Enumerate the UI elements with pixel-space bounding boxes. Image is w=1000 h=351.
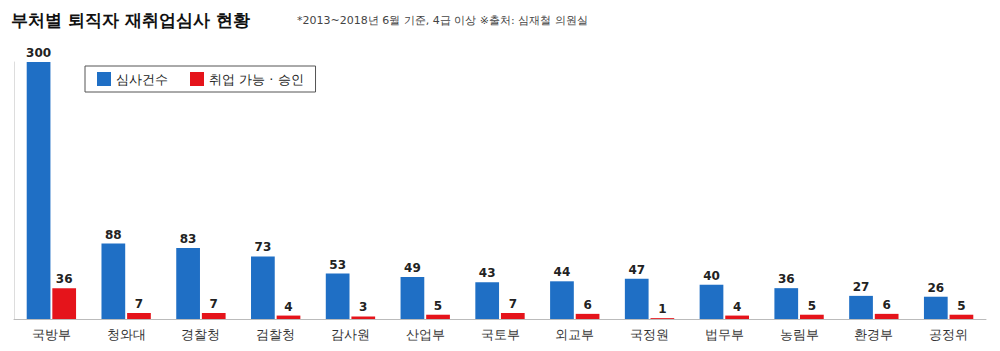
svg-text:검찰청: 검찰청 xyxy=(256,327,295,342)
svg-text:40: 40 xyxy=(703,269,720,283)
svg-text:47: 47 xyxy=(628,263,645,277)
svg-text:1: 1 xyxy=(658,302,666,316)
svg-text:5: 5 xyxy=(808,299,816,313)
svg-text:44: 44 xyxy=(554,265,571,279)
svg-text:43: 43 xyxy=(479,266,496,280)
svg-text:환경부: 환경부 xyxy=(854,327,893,342)
svg-text:36: 36 xyxy=(778,272,795,286)
svg-text:감사원: 감사원 xyxy=(331,327,370,342)
svg-text:49: 49 xyxy=(404,261,421,275)
svg-text:법무부: 법무부 xyxy=(705,327,744,342)
svg-text:4: 4 xyxy=(284,300,292,314)
svg-text:6: 6 xyxy=(882,298,890,312)
svg-text:취업 가능 · 승인: 취업 가능 · 승인 xyxy=(209,72,304,87)
svg-text:농림부: 농림부 xyxy=(780,327,819,342)
svg-text:심사건수: 심사건수 xyxy=(116,72,168,87)
svg-text:27: 27 xyxy=(853,280,870,294)
svg-text:산업부: 산업부 xyxy=(406,327,445,342)
svg-text:국정원: 국정원 xyxy=(630,327,669,342)
svg-text:7: 7 xyxy=(509,297,517,311)
svg-text:83: 83 xyxy=(180,232,197,246)
svg-text:청와대: 청와대 xyxy=(107,327,146,342)
svg-text:73: 73 xyxy=(255,240,272,254)
svg-text:5: 5 xyxy=(434,299,442,313)
svg-text:88: 88 xyxy=(105,228,122,242)
svg-text:부처별 퇴직자 재취업심사 현황: 부처별 퇴직자 재취업심사 현황 xyxy=(11,10,250,30)
svg-text:국토부: 국토부 xyxy=(481,327,520,342)
svg-text:53: 53 xyxy=(329,258,346,272)
svg-text:26: 26 xyxy=(927,281,944,295)
svg-text:국방부: 국방부 xyxy=(32,327,71,342)
svg-text:외교부: 외교부 xyxy=(555,327,594,342)
svg-text:경찰청: 경찰청 xyxy=(181,327,220,342)
svg-text:*2013~2018년 6월 기준, 4급 이상 ※출처:: *2013~2018년 6월 기준, 4급 이상 ※출처: 심재철 의원실 xyxy=(297,14,588,27)
svg-text:7: 7 xyxy=(135,297,143,311)
svg-text:공정위: 공정위 xyxy=(929,327,968,342)
svg-text:5: 5 xyxy=(957,299,965,313)
svg-text:4: 4 xyxy=(733,300,741,314)
svg-text:36: 36 xyxy=(56,272,73,286)
svg-text:300: 300 xyxy=(26,46,51,60)
svg-text:7: 7 xyxy=(210,297,218,311)
svg-text:6: 6 xyxy=(583,298,591,312)
svg-text:3: 3 xyxy=(359,300,367,314)
